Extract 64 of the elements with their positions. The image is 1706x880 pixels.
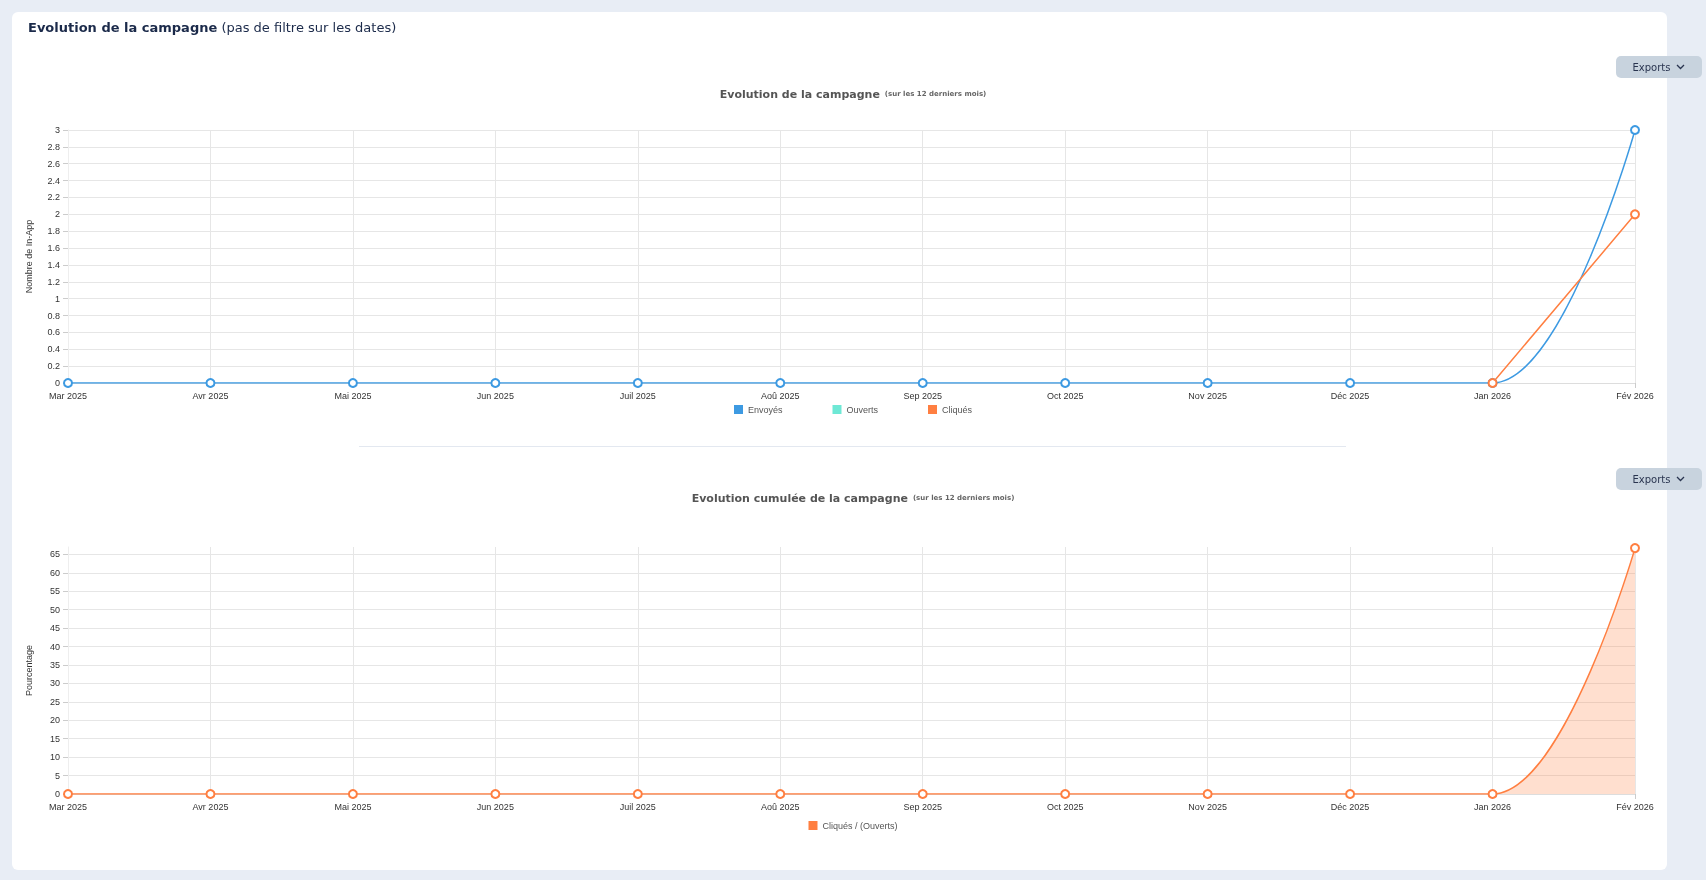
- y-axis-title: Nombre de In-App: [23, 219, 34, 294]
- y-tick-label: 2.6: [47, 158, 60, 169]
- x-tick-label: Jun 2025: [476, 801, 514, 812]
- y-tick-label: 50: [49, 604, 60, 615]
- x-tick-label: Avr 2025: [192, 390, 229, 401]
- text: Evolution de la campagne: [28, 20, 218, 35]
- y-tick-label: 2.4: [47, 175, 60, 186]
- y-tick-label: 20: [49, 715, 60, 726]
- y-tick-label: 5: [54, 770, 60, 781]
- y-tick-label: 60: [49, 567, 60, 578]
- legend-label: Envoyés: [747, 404, 783, 415]
- x-tick-label: Fév 2026: [1616, 390, 1654, 401]
- y-tick-label: 0: [54, 789, 60, 799]
- legend-label: Cliqués / (Ouverts): [822, 820, 898, 831]
- x-tick-label: Juil 2025: [619, 390, 656, 401]
- y-tick-label: 1.2: [47, 276, 60, 287]
- y-tick-label: 40: [49, 641, 60, 652]
- x-tick-label: Mai 2025: [334, 801, 372, 812]
- y-tick-label: 0: [54, 378, 60, 388]
- y-tick-label: 1.4: [47, 259, 60, 270]
- chart-title: Evolution de la campagne: [719, 87, 880, 101]
- y-tick-label: 35: [49, 659, 60, 670]
- y-tick-label: 10: [49, 752, 60, 763]
- x-tick-label: Nov 2025: [1188, 801, 1227, 812]
- x-tick-label: Aoû 2025: [761, 390, 800, 401]
- y-tick-label: 0.6: [47, 327, 60, 338]
- chart-title: Evolution cumulée de la campagne: [691, 491, 908, 505]
- y-tick-label: 1.6: [47, 243, 60, 254]
- y-tick-label: 1: [54, 293, 60, 304]
- text: (pas de filtre sur les dates): [220, 20, 397, 35]
- x-tick-label: Déc 2025: [1330, 390, 1370, 401]
- y-tick-label: 25: [49, 696, 60, 707]
- y-tick-label: 30: [49, 678, 60, 689]
- y-tick-label: 3: [54, 125, 60, 135]
- y-tick-label: 2: [54, 209, 60, 220]
- x-tick-label: Jan 2026: [1474, 390, 1512, 401]
- x-tick-label: Avr 2025: [192, 801, 229, 812]
- y-tick-label: 2.2: [47, 192, 60, 203]
- x-tick-label: Jan 2026: [1474, 801, 1512, 812]
- x-tick-label: Fév 2026: [1616, 801, 1654, 812]
- x-tick-label: Nov 2025: [1188, 390, 1227, 401]
- y-tick-label: 65: [49, 549, 60, 560]
- legend-label: Cliqués: [942, 404, 973, 415]
- x-tick-label: Oct 2025: [1046, 801, 1084, 812]
- y-tick-label: 55: [49, 586, 60, 597]
- y-tick-label: 0.4: [47, 344, 60, 355]
- x-tick-label: Mar 2025: [48, 801, 88, 812]
- x-tick-label: Sep 2025: [903, 390, 942, 401]
- x-tick-label: Déc 2025: [1330, 801, 1370, 812]
- x-tick-label: Jun 2025: [476, 390, 514, 401]
- y-tick-label: 15: [49, 733, 60, 744]
- x-tick-label: Juil 2025: [619, 801, 656, 812]
- x-tick-label: Oct 2025: [1046, 390, 1084, 401]
- x-tick-label: Sep 2025: [903, 801, 942, 812]
- x-tick-label: Mar 2025: [48, 390, 88, 401]
- x-tick-label: Aoû 2025: [761, 801, 800, 812]
- legend-label: Ouverts: [846, 404, 879, 415]
- y-tick-label: 1.8: [47, 226, 60, 237]
- y-tick-label: 45: [49, 623, 60, 634]
- x-tick-label: Mai 2025: [334, 390, 372, 401]
- y-tick-label: 0.8: [47, 310, 60, 321]
- y-axis-title: Pourcentage: [23, 644, 34, 697]
- y-tick-label: 0.2: [47, 361, 60, 372]
- y-tick-label: 2.8: [47, 141, 60, 152]
